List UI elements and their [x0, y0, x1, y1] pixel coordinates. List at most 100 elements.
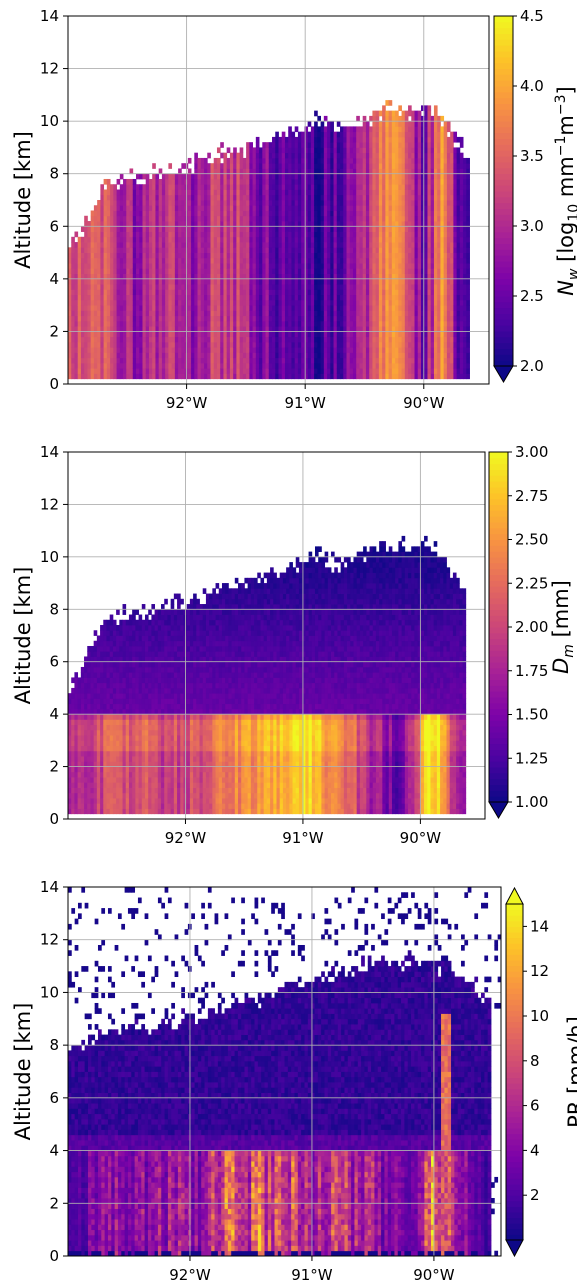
heatmap-cell — [110, 194, 114, 201]
heatmap-cell — [343, 336, 347, 343]
heatmap-cell — [294, 347, 299, 353]
heatmap-cell — [356, 247, 360, 253]
heatmap-cell — [126, 242, 130, 248]
heatmap-cell — [229, 215, 234, 222]
heatmap-cell — [174, 194, 179, 201]
heatmap-cell — [427, 284, 432, 290]
heatmap-cell — [220, 184, 224, 190]
heatmap-cell — [369, 299, 373, 306]
heatmap-cell — [359, 299, 364, 306]
heatmap-cell — [262, 152, 266, 159]
heatmap-cell — [220, 310, 224, 317]
heatmap-cell — [420, 368, 425, 374]
heatmap-cell — [304, 352, 309, 359]
heatmap-cell — [297, 163, 302, 169]
heatmap-cell — [223, 357, 228, 364]
heatmap-cell — [259, 320, 263, 327]
heatmap-cell — [275, 200, 279, 206]
heatmap-cell — [200, 252, 205, 259]
heatmap-cell — [275, 247, 279, 253]
heatmap-cell — [252, 231, 257, 238]
heatmap-cell — [382, 205, 386, 211]
heatmap-cell — [262, 289, 266, 296]
heatmap-cell — [284, 247, 289, 253]
heatmap-cell — [187, 368, 192, 374]
heatmap-cell — [281, 247, 286, 253]
heatmap-cell — [378, 278, 383, 285]
heatmap-cell — [404, 373, 409, 380]
heatmap-cell — [207, 184, 211, 190]
heatmap-cell — [191, 263, 195, 269]
heatmap-cell — [314, 121, 318, 127]
heatmap-cell — [284, 347, 289, 353]
heatmap-cell — [93, 315, 98, 322]
heatmap-cell — [343, 147, 347, 154]
heatmap-cell — [352, 368, 357, 374]
heatmap-cell — [336, 273, 341, 280]
heatmap-cell — [343, 210, 347, 217]
heatmap-cell — [395, 347, 399, 353]
heatmap-cell — [372, 189, 377, 196]
heatmap-cell — [404, 189, 409, 196]
heatmap-cell — [103, 357, 108, 364]
heatmap-cell — [262, 268, 266, 274]
heatmap-cell — [71, 252, 75, 259]
heatmap-cell — [294, 289, 299, 296]
heatmap-cell — [307, 305, 312, 311]
heatmap-cell — [259, 373, 263, 380]
heatmap-cell — [272, 189, 276, 196]
heatmap-cell — [178, 200, 182, 206]
heatmap-cell — [148, 352, 153, 359]
heatmap-cell — [145, 320, 150, 327]
heatmap-cell — [90, 347, 95, 353]
heatmap-cell — [268, 268, 273, 274]
heatmap-cell — [252, 173, 257, 180]
heatmap-cell — [268, 157, 273, 164]
heatmap-cell — [346, 315, 351, 322]
heatmap-cell — [375, 347, 380, 353]
heatmap-cell — [213, 362, 218, 369]
heatmap-cell — [430, 157, 435, 164]
heatmap-cell — [327, 247, 331, 253]
heatmap-cell — [90, 362, 95, 369]
heatmap-cell — [352, 184, 357, 190]
heatmap-cell — [424, 289, 428, 296]
heatmap-cell — [427, 157, 432, 164]
heatmap-cell — [307, 242, 312, 248]
heatmap-cell — [398, 121, 402, 127]
heatmap-cell — [404, 242, 409, 248]
heatmap-cell — [223, 362, 228, 369]
heatmap-cell — [349, 284, 354, 290]
heatmap-cell — [320, 126, 325, 133]
heatmap-cell — [178, 331, 182, 338]
heatmap-cell — [333, 305, 338, 311]
heatmap-cell — [246, 194, 250, 201]
heatmap-cell — [320, 215, 325, 222]
heatmap-cell — [148, 341, 153, 348]
heatmap-cell — [93, 305, 98, 311]
heatmap-cell — [417, 352, 422, 359]
heatmap-cell — [391, 136, 396, 143]
heatmap-cell — [200, 178, 205, 185]
heatmap-cell — [352, 147, 357, 154]
heatmap-cell — [123, 320, 127, 327]
heatmap-cell — [265, 215, 270, 222]
heatmap-cell — [430, 189, 435, 196]
heatmap-cell — [420, 200, 425, 206]
heatmap-cell — [236, 194, 241, 201]
heatmap-cell — [174, 200, 179, 206]
heatmap-cell — [317, 289, 321, 296]
heatmap-cell — [200, 226, 205, 232]
heatmap-cell — [323, 136, 328, 143]
heatmap-cell — [375, 215, 380, 222]
heatmap-cell — [220, 362, 224, 369]
heatmap-cell — [168, 236, 173, 243]
heatmap-cell — [213, 168, 218, 175]
heatmap-cell — [356, 136, 360, 143]
heatmap-cell — [110, 210, 114, 217]
heatmap-cell — [352, 362, 357, 369]
heatmap-cell — [362, 278, 367, 285]
heatmap-cell — [100, 184, 105, 190]
heatmap-cell — [252, 268, 257, 274]
heatmap-cell — [204, 236, 208, 243]
